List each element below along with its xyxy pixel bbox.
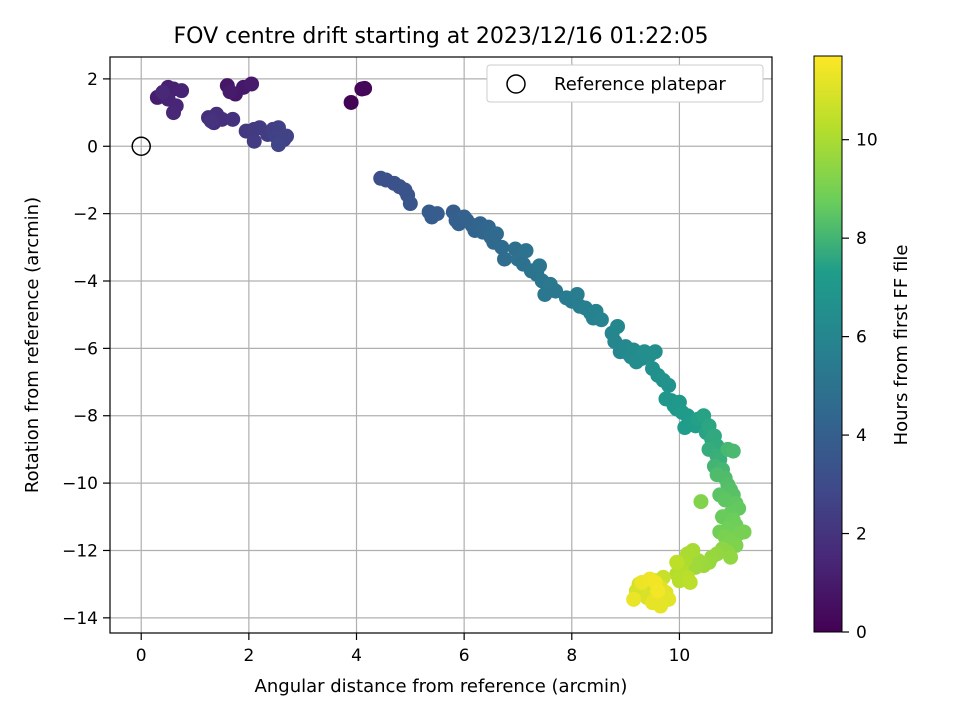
y-tick-label: −12: [62, 541, 98, 561]
data-point: [661, 377, 677, 393]
data-point: [626, 591, 642, 607]
colorbar-ticks: 0 2 4 6 8 10: [842, 131, 878, 643]
data-point: [497, 251, 513, 267]
data-point: [246, 133, 262, 149]
colorbar-label: Hours from first FF file: [891, 245, 912, 446]
colorbar-tick-label: 10: [856, 131, 878, 151]
x-axis: 0 2 4 6 8 10: [136, 633, 690, 666]
data-point: [682, 574, 698, 590]
legend-box: [486, 64, 764, 103]
plot-background: [110, 57, 772, 633]
data-point: [688, 559, 704, 575]
data-point: [343, 94, 359, 110]
colorbar-tick-label: 8: [856, 229, 867, 249]
colorbar: 0 2 4 6 8 10 Hours from first FF file: [813, 55, 912, 643]
x-tick-label: 4: [351, 646, 362, 666]
y-tick-label: −6: [73, 339, 98, 359]
colorbar-tick-label: 2: [856, 525, 867, 545]
data-point: [494, 239, 510, 255]
colorbar-gradient: [813, 55, 843, 633]
x-tick-label: 8: [566, 646, 577, 666]
plot-frame: [109, 56, 773, 634]
data-point: [222, 84, 238, 100]
x-axis-label: Angular distance from reference (arcmin): [255, 676, 628, 697]
data-point: [244, 76, 260, 92]
data-point: [647, 344, 663, 360]
y-tick-label: 2: [87, 70, 98, 90]
x-tick-label: 6: [459, 646, 470, 666]
data-point: [488, 226, 504, 242]
y-tick-label: −2: [73, 205, 98, 225]
data-point: [402, 196, 418, 212]
data-point: [270, 137, 286, 153]
data-point: [645, 595, 661, 611]
data-point: [569, 286, 585, 302]
data-point: [723, 549, 739, 565]
data-point: [736, 524, 752, 540]
y-tick-label: 0: [87, 137, 98, 157]
y-axis-label: Rotation from reference (arcmin): [22, 197, 43, 493]
colorbar-tick-label: 4: [856, 426, 867, 446]
data-point: [650, 583, 666, 599]
y-tick-label: −8: [73, 407, 98, 427]
data-point: [174, 83, 190, 99]
data-point: [203, 113, 219, 129]
reference-marker: [131, 136, 151, 157]
data-point: [610, 318, 626, 334]
data-point: [518, 243, 534, 259]
grid-lines: [110, 57, 772, 633]
data-point: [166, 105, 182, 121]
x-tick-label: 0: [136, 646, 147, 666]
y-tick-label: −14: [62, 609, 98, 629]
colorbar-tick-label: 6: [856, 328, 867, 348]
data-point: [593, 312, 609, 328]
data-point: [357, 80, 373, 96]
data-point: [725, 443, 741, 459]
data-point: [548, 283, 564, 299]
data-point: [693, 494, 709, 510]
x-tick-label: 10: [669, 646, 691, 666]
data-point: [429, 206, 445, 222]
data-point: [531, 258, 547, 274]
chart-title: FOV centre drift starting at 2023/12/16 …: [174, 24, 709, 49]
data-point: [155, 84, 171, 100]
legend-label: Reference platepar: [554, 74, 726, 95]
x-tick-label: 2: [243, 646, 254, 666]
y-tick-label: −4: [73, 272, 98, 292]
legend: Reference platepar: [486, 64, 764, 103]
data-point: [225, 111, 241, 127]
colorbar-tick-label: 0: [856, 623, 867, 643]
y-tick-label: −10: [62, 474, 98, 494]
y-axis: 2 0 −2 −4 −6 −8 −10 −12 −14: [62, 70, 110, 629]
legend-reference-marker: [506, 74, 526, 94]
data-points: [149, 76, 752, 614]
plot-area: [109, 56, 773, 634]
data-point: [669, 554, 685, 570]
